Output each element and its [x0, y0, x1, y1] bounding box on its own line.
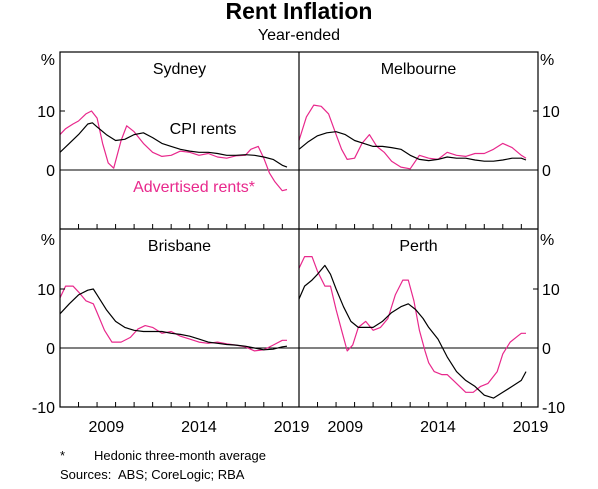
panel-label-perth: Perth — [399, 238, 437, 255]
y-tick-label-right: -10 — [542, 400, 565, 417]
y-unit-label-right: % — [540, 52, 554, 69]
y-tick-label-left: -10 — [32, 400, 55, 417]
sydney-cpi-series — [59, 122, 288, 168]
x-tick-label: 2009 — [328, 419, 364, 436]
sydney-advertised-series — [59, 110, 288, 192]
annotation-advertised-rents: Advertised rents* — [133, 179, 255, 196]
panel-label-melbourne: Melbourne — [381, 61, 457, 78]
x-tick-label: 2014 — [181, 419, 217, 436]
y-tick-label-right: 10 — [542, 282, 560, 299]
y-unit-label-left: % — [41, 232, 55, 249]
annotation-cpi-rents: CPI rents — [170, 121, 237, 138]
x-tick-label: 2014 — [420, 419, 456, 436]
y-tick-label-right: 0 — [542, 341, 551, 358]
chart-title: Rent Inflation — [225, 0, 373, 24]
y-unit-label-left: % — [41, 52, 55, 69]
perth-advertised-series — [298, 256, 526, 393]
footnote-marker: * — [60, 448, 66, 463]
sources-label: Sources: — [60, 467, 112, 482]
panel-label-sydney: Sydney — [153, 61, 206, 78]
panel-label-brisbane: Brisbane — [148, 238, 211, 255]
y-tick-label-left: 10 — [37, 282, 55, 299]
y-tick-label-left: 0 — [46, 163, 55, 180]
brisbane-advertised-series — [59, 285, 287, 352]
x-tick-label: 2019 — [274, 419, 310, 436]
perth-cpi-series — [298, 264, 527, 399]
footnote: * Hedonic three-month average — [60, 448, 266, 463]
melbourne-cpi-series — [298, 131, 527, 162]
chart-subtitle: Year-ended — [257, 27, 341, 44]
sources-note: Sources: ABS; CoreLogic; RBA — [60, 467, 244, 482]
footnote-text: Hedonic three-month average — [94, 448, 266, 463]
y-tick-label-right: 10 — [542, 104, 560, 121]
x-tick-label: 2009 — [89, 419, 125, 436]
melbourne-advertised-series — [298, 104, 527, 170]
y-tick-label-right: 0 — [542, 163, 551, 180]
x-tick-label: 2019 — [513, 419, 549, 436]
sources-text: ABS; CoreLogic; RBA — [118, 467, 245, 482]
y-tick-label-left: 0 — [46, 341, 55, 358]
y-tick-label-left: 10 — [37, 104, 55, 121]
y-unit-label-right: % — [540, 232, 554, 249]
brisbane-cpi-series — [59, 288, 288, 351]
